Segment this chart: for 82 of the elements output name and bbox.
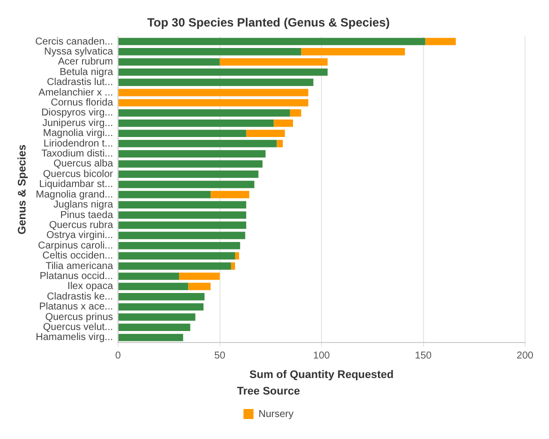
y-axis-title: Genus & Species	[16, 144, 29, 234]
bar	[290, 109, 302, 117]
bar	[118, 170, 258, 178]
y-tick-label: Celtis occiden...	[42, 250, 114, 262]
bar	[118, 58, 220, 66]
bar	[118, 180, 254, 188]
y-tick-label: Magnolia grand...	[36, 189, 114, 200]
bar	[188, 282, 211, 290]
y-tick-label: Juniperus virg...	[42, 118, 114, 129]
bar	[220, 58, 328, 66]
bar	[118, 150, 266, 158]
y-tick-label: Juglans nigra	[54, 200, 114, 211]
bar	[118, 48, 302, 56]
y-tick-label: Pinus taeda	[60, 210, 114, 221]
y-tick-label: Ostrya virgini...	[46, 230, 114, 242]
bar	[118, 201, 246, 208]
bar	[118, 242, 240, 250]
y-tick-label: Magnolia virgi...	[42, 128, 114, 140]
x-tick-label: 0	[115, 350, 122, 362]
bar	[118, 252, 236, 260]
y-tick-label: Nyssa sylvatica	[44, 46, 114, 58]
y-tick-label: Cladrastis lut...	[46, 77, 114, 88]
bar	[274, 119, 294, 127]
bar	[118, 130, 246, 138]
bar	[179, 272, 220, 280]
y-tick-label: Quercus alba	[54, 158, 114, 170]
bar	[425, 38, 456, 46]
y-tick-label: Cladrastis ke...	[46, 291, 114, 302]
bar	[118, 313, 196, 321]
bar	[118, 190, 211, 198]
bar	[118, 232, 246, 240]
y-tick-label: Platanus x ace...	[39, 302, 114, 313]
bar	[118, 88, 308, 96]
bar	[118, 78, 314, 86]
y-tick-label: Cornus florida	[50, 97, 114, 108]
x-tick-label: 100	[313, 350, 330, 362]
y-tick-label: Acer rubrum	[58, 56, 114, 68]
bar	[230, 262, 236, 270]
x-tick-label: 50	[214, 350, 226, 362]
bar	[246, 130, 285, 138]
y-tick-label: Taxodium disti...	[41, 148, 114, 160]
y-tick-label: Hamamelis virg...	[36, 332, 114, 344]
bar	[118, 160, 262, 168]
x-axis-title: Sum of Quantity Requested	[249, 369, 394, 382]
legend-title: Tree Source	[237, 385, 300, 398]
y-tick-label: Liquidambar st...	[39, 179, 114, 190]
y-tick-label: Quercus rubra	[49, 220, 114, 231]
bar	[118, 303, 204, 311]
x-tick-label: 200	[516, 350, 534, 362]
y-tick-label: Diospyros virg...	[41, 108, 114, 119]
bar	[276, 140, 283, 148]
bar	[118, 38, 426, 46]
bar	[118, 282, 188, 290]
x-tick-label: 150	[414, 350, 432, 362]
y-tick-label: Liriodendron t...	[44, 138, 114, 150]
bar	[118, 119, 274, 127]
y-tick-label: Quercus velut...	[42, 322, 114, 334]
bar	[118, 222, 246, 229]
bar	[118, 109, 290, 117]
y-tick-label: Ilex opaca	[67, 281, 114, 292]
y-tick-label: Platanus occid...	[40, 271, 114, 282]
bar	[118, 68, 328, 76]
bar	[118, 272, 180, 280]
bar	[118, 99, 308, 106]
bar	[118, 262, 231, 270]
y-tick-label: Tilia americana	[46, 260, 114, 272]
bar	[118, 211, 246, 219]
chart-title: Top 30 Species Planted (Genus & Species)	[147, 16, 390, 30]
bar	[118, 292, 204, 300]
y-tick-label: Betula nigra	[60, 66, 114, 78]
y-tick-label: Quercus bicolor	[42, 168, 114, 180]
legend-label: Nursery	[258, 408, 294, 420]
y-tick-label: Carpinus caroli...	[38, 240, 114, 252]
bar	[118, 140, 277, 148]
y-tick-label: Amelanchier x ...	[38, 87, 114, 98]
bar	[210, 190, 250, 198]
bar	[235, 252, 240, 260]
bar	[118, 334, 184, 342]
y-tick-label: Cercis canaden...	[35, 36, 114, 48]
bar	[301, 48, 405, 56]
y-tick-label: Quercus prinus	[45, 312, 114, 323]
bar	[118, 324, 190, 331]
